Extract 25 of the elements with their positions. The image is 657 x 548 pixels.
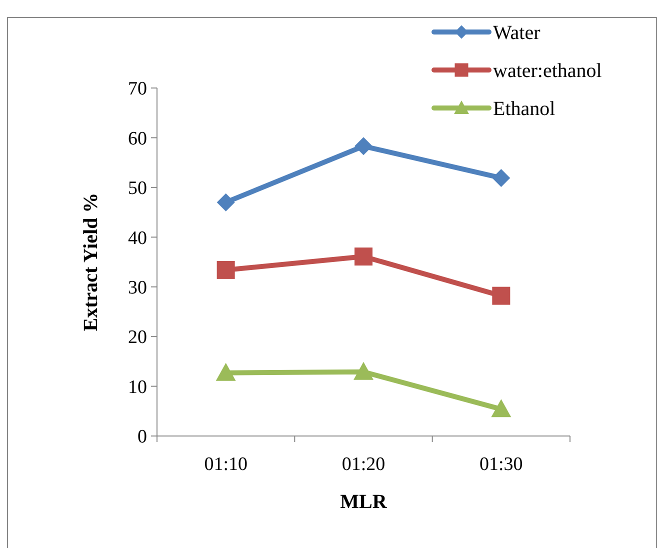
x-tick-label: 01:20: [342, 454, 386, 475]
point: [354, 362, 374, 380]
legend-label: Water: [493, 22, 541, 44]
y-tick-label: 60: [128, 128, 147, 150]
point: [491, 399, 512, 418]
legend-label: water:ethanol: [493, 60, 602, 82]
point: [216, 260, 235, 279]
point: [354, 248, 372, 266]
point: [492, 286, 510, 305]
legend-label: Ethanol: [493, 98, 556, 120]
y-tick-label: 40: [128, 228, 147, 249]
point: [492, 168, 510, 187]
x-tick-label: 01:10: [204, 454, 248, 475]
y-axis-title: Extract Yield %: [80, 192, 102, 332]
x-tick-label: 01:30: [480, 454, 523, 475]
y-tick-label: 30: [128, 278, 147, 299]
point: [354, 137, 372, 156]
point: [216, 193, 235, 212]
point: [216, 362, 236, 381]
y-tick-label: 70: [128, 78, 147, 100]
y-tick-label: 10: [128, 376, 147, 398]
y-tick-label: 50: [128, 178, 147, 200]
y-tick-label: 20: [128, 327, 147, 348]
y-tick-label: 0: [138, 426, 147, 448]
x-axis-title: MLR: [340, 491, 388, 513]
